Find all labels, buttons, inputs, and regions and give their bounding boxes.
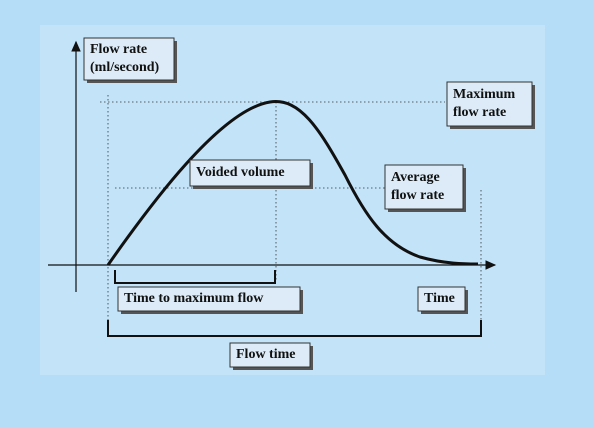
label-text: flow rate — [391, 188, 444, 203]
label-text: Flow time — [236, 347, 295, 362]
label-box — [189, 159, 311, 187]
label-text: (ml/second) — [90, 60, 160, 75]
label-text: Average — [391, 170, 440, 185]
bracket — [107, 320, 482, 337]
label-text: Time to maximum flow — [124, 291, 264, 306]
label-text: Time — [424, 291, 455, 306]
label-box — [83, 37, 175, 81]
flow-curve — [106, 100, 479, 266]
label-text: flow rate — [453, 105, 506, 120]
label-box — [229, 342, 311, 368]
label-text: Voided volume — [196, 165, 285, 180]
label-box — [446, 81, 533, 127]
label-text: Flow rate — [90, 42, 147, 57]
label-box — [417, 286, 466, 312]
bracket — [114, 270, 276, 284]
label-box — [117, 286, 301, 312]
label-box — [384, 164, 464, 210]
label-text: Maximum — [453, 87, 516, 102]
